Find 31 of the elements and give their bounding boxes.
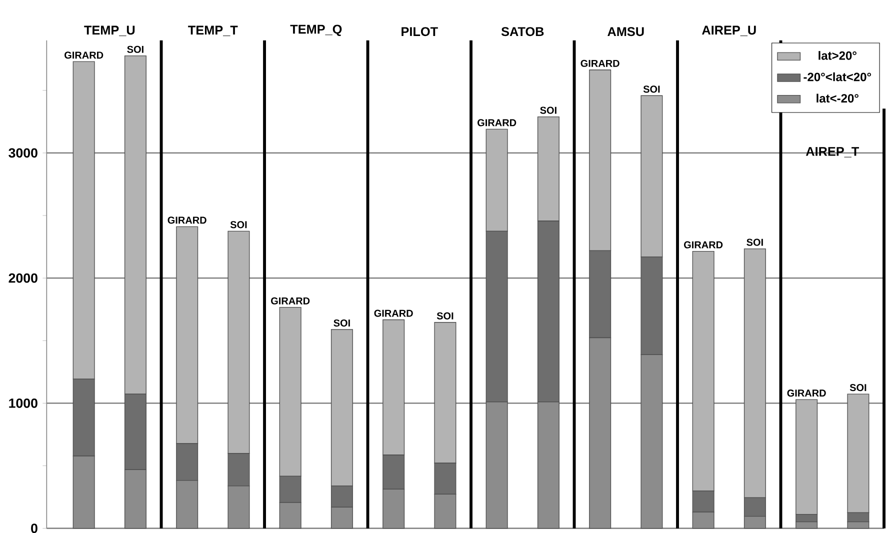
- x-tick-label: SOI: [643, 86, 660, 93]
- annotation: AIREP_T: [806, 147, 859, 158]
- x-tick-label: GIRARD: [787, 390, 826, 397]
- x-tick-label: SOI: [230, 221, 247, 228]
- x-tick-label: SOI: [850, 384, 866, 392]
- x-tick-label: SOI: [334, 319, 350, 327]
- text: AMSU: [608, 27, 644, 36]
- text: TEMP_U: [84, 26, 135, 36]
- x-tick-label: SOI: [746, 238, 763, 246]
- legend-label: -20°<lat<20°: [804, 72, 872, 82]
- x-tick-label: GIRARD: [168, 216, 206, 224]
- legend-label: lat>20°: [818, 51, 856, 60]
- x-tick-label: SOI: [436, 312, 454, 320]
- x-tick-label: GIRARD: [684, 241, 723, 248]
- text: SATOB: [501, 27, 544, 36]
- text: TEMP_T: [188, 26, 238, 36]
- y-tick-label: 1000: [9, 398, 38, 408]
- x-tick-label: GIRARD: [64, 52, 104, 59]
- x-tick-label: GIRARD: [374, 310, 413, 317]
- legend-label: lat<-20°: [816, 94, 858, 103]
- text: TEMP_Q: [290, 24, 342, 36]
- y-tick-label: 2000: [8, 273, 38, 283]
- x-tick-label: SOI: [540, 106, 556, 114]
- x-tick-label: GIRARD: [478, 119, 516, 126]
- text: PILOT: [402, 27, 438, 36]
- x-tick-label: GIRARD: [580, 60, 620, 67]
- y-tick-label: 3000: [8, 148, 38, 158]
- x-tick-label: GIRARD: [271, 297, 310, 304]
- y-tick-label: 0: [31, 524, 38, 533]
- text: AIREP_U: [702, 26, 756, 36]
- x-tick-label: SOI: [127, 46, 144, 53]
